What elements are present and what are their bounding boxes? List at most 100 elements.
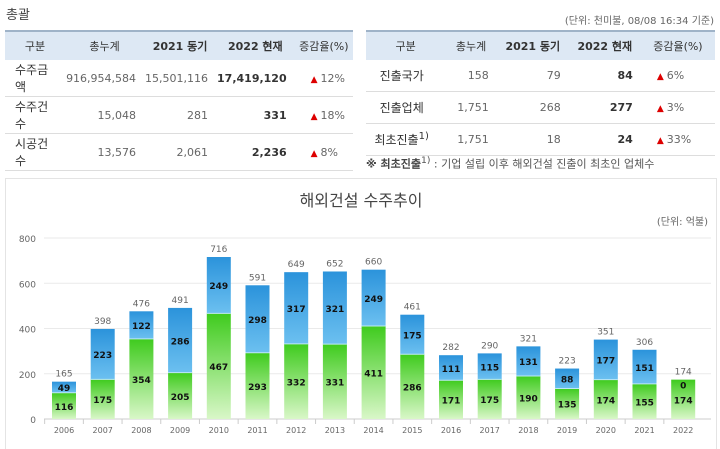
bar-segment-blue (361, 269, 386, 327)
data-label: 0 (680, 382, 686, 392)
data-label: 467 (209, 363, 228, 373)
col-header: 2022 현재 (568, 31, 641, 60)
bar-segment-domestic (52, 392, 76, 419)
x-tick-label: 2018 (518, 426, 538, 435)
up-arrow-icon: ▲ (656, 136, 664, 146)
footnote-text: : 기업 설립 이후 해외건설 진출이 최초인 업체수 (430, 157, 655, 171)
col-header: 2021 동기 (144, 31, 217, 60)
x-tick-label: 2006 (54, 426, 74, 435)
data-label: 223 (93, 351, 112, 361)
y-tick-label: 600 (19, 280, 36, 290)
x-tick-label: 2011 (247, 426, 267, 435)
data-label: 286 (403, 384, 422, 394)
x-tick-label: 2017 (480, 426, 500, 435)
prev-cell: 79 (496, 60, 569, 92)
section-title: 총괄 (6, 8, 30, 23)
bar-segment-domestic (400, 354, 425, 419)
x-tick-label: 2019 (557, 426, 577, 435)
data-label: 111 (442, 365, 461, 375)
data-label: 354 (132, 376, 151, 386)
bar-segment-blue (593, 339, 618, 380)
col-header: 구분 (5, 31, 66, 60)
total-cell: 1,751 (445, 91, 497, 124)
data-label: 174 (674, 396, 693, 406)
footnote-sup: 1) (421, 155, 431, 166)
orders-summary-table: 구분 총누계 2021 동기 2022 현재 증감율(%) 수주금액 916,9… (5, 30, 353, 171)
total-label: 321 (520, 334, 537, 344)
data-label: 286 (171, 337, 190, 347)
total-label: 174 (675, 368, 692, 378)
total-label: 306 (636, 338, 653, 348)
footnote: ※ 최초진출1) : 기업 설립 이후 해외건설 진출이 최초인 업체수 (366, 155, 654, 172)
y-tick-label: 400 (19, 326, 36, 336)
x-tick-label: 2007 (93, 426, 113, 435)
row-label: 수주금액 (5, 60, 66, 97)
current-cell: 84 (568, 60, 641, 92)
prev-cell: 18 (496, 123, 569, 156)
current-cell: 2,236 (216, 133, 295, 171)
data-label: 49 (58, 384, 71, 394)
bar-segment-domestic (129, 338, 154, 419)
data-label: 249 (364, 295, 383, 305)
y-tick-label: 0 (30, 416, 36, 426)
row-label-sup: 1) (418, 131, 429, 142)
table-row: 수주건수 15,048 281 331 ▲ 18% (5, 96, 353, 134)
chart-svg: 0 200 400 600 800 2006 116 49 165 2007 175 223 398 20… (19, 235, 711, 435)
x-tick-label: 2012 (286, 426, 306, 435)
data-label: 175 (403, 331, 422, 341)
col-header: 증감율(%) (294, 31, 353, 60)
total-label: 660 (365, 258, 382, 268)
bar-segment-domestic (439, 380, 463, 419)
table-row: 시공건수 13,576 2,061 2,236 ▲ 8% (5, 133, 353, 171)
col-header: 총누계 (65, 31, 145, 60)
total-label: 223 (559, 357, 576, 367)
x-tick-label: 2010 (209, 426, 229, 435)
bar-segment-blue (322, 271, 347, 345)
data-label: 174 (596, 396, 615, 406)
data-label: 115 (480, 363, 499, 373)
rate-cell: ▲ 6% (640, 60, 715, 92)
row-label: 진출국가 (366, 60, 446, 92)
bar-segment-domestic (671, 379, 696, 419)
data-label: 88 (561, 376, 574, 386)
total-cell: 15,048 (65, 96, 145, 134)
prev-cell: 15,501,116 (144, 60, 217, 97)
bar-segment-domestic (168, 372, 193, 419)
bar-segment-blue (400, 314, 425, 355)
bar-segment-domestic (516, 376, 541, 419)
bar-segment-domestic (245, 352, 270, 419)
x-tick-label: 2008 (131, 426, 151, 435)
up-arrow-icon: ▲ (656, 104, 664, 114)
bar-segment-domestic (477, 379, 502, 419)
up-arrow-icon: ▲ (310, 74, 318, 85)
x-tick-label: 2014 (363, 426, 383, 435)
row-label: 진출업체 (366, 91, 446, 124)
up-arrow-icon: ▲ (310, 148, 318, 159)
total-cell: 158 (445, 60, 497, 92)
entry-summary-table: 구분 총누계 2021 동기 2022 현재 증감율(%) 진출국가 158 7… (366, 30, 715, 156)
data-label: 175 (480, 396, 499, 406)
bar-segment-blue (555, 368, 580, 389)
total-label: 476 (133, 299, 150, 309)
up-arrow-icon: ▲ (656, 72, 664, 82)
data-label: 249 (209, 282, 228, 292)
bar-segment-blue (206, 257, 231, 314)
data-label: 122 (132, 322, 151, 332)
data-label: 332 (287, 378, 306, 388)
table-row: 최초진출1) 1,751 18 24 ▲ 33% (366, 123, 715, 156)
bar-segment-domestic (206, 313, 231, 419)
current-cell: 17,419,120 (216, 60, 295, 97)
bar-segment-domestic (322, 344, 347, 419)
rate-cell: ▲ 33% (640, 123, 715, 156)
rate-cell: ▲ 12% (294, 60, 353, 97)
total-label: 461 (404, 303, 421, 313)
total-label: 165 (55, 370, 72, 380)
bar-segment-blue (439, 355, 463, 381)
row-label: 수주건수 (5, 96, 66, 134)
total-label: 591 (249, 273, 266, 283)
bar-segment-blue (245, 285, 270, 353)
total-cell: 13,576 (65, 133, 145, 171)
x-tick-label: 2016 (441, 426, 461, 435)
col-header: 2022 현재 (216, 31, 295, 60)
data-label: 190 (519, 395, 538, 405)
